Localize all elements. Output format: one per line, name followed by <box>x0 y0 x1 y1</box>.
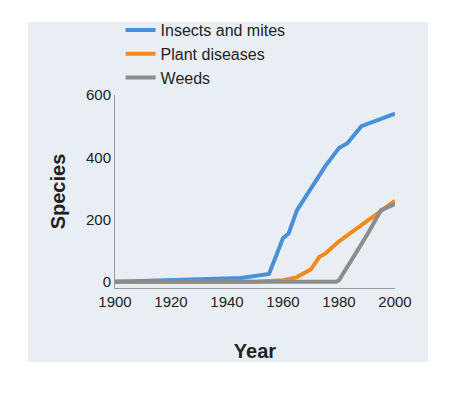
svg-text:1940: 1940 <box>210 293 243 310</box>
svg-text:Plant diseases: Plant diseases <box>161 46 265 63</box>
svg-text:0: 0 <box>103 273 111 290</box>
svg-text:Insects and mites: Insects and mites <box>161 22 286 39</box>
svg-text:1920: 1920 <box>154 293 187 310</box>
svg-text:600: 600 <box>86 86 111 103</box>
svg-text:Species: Species <box>47 154 69 230</box>
svg-text:2000: 2000 <box>378 293 411 310</box>
svg-text:Weeds: Weeds <box>161 70 211 87</box>
svg-text:1960: 1960 <box>266 293 299 310</box>
svg-text:Year: Year <box>234 340 276 362</box>
svg-text:200: 200 <box>86 211 111 228</box>
svg-text:1900: 1900 <box>98 293 131 310</box>
svg-text:1980: 1980 <box>322 293 355 310</box>
svg-text:400: 400 <box>86 149 111 166</box>
